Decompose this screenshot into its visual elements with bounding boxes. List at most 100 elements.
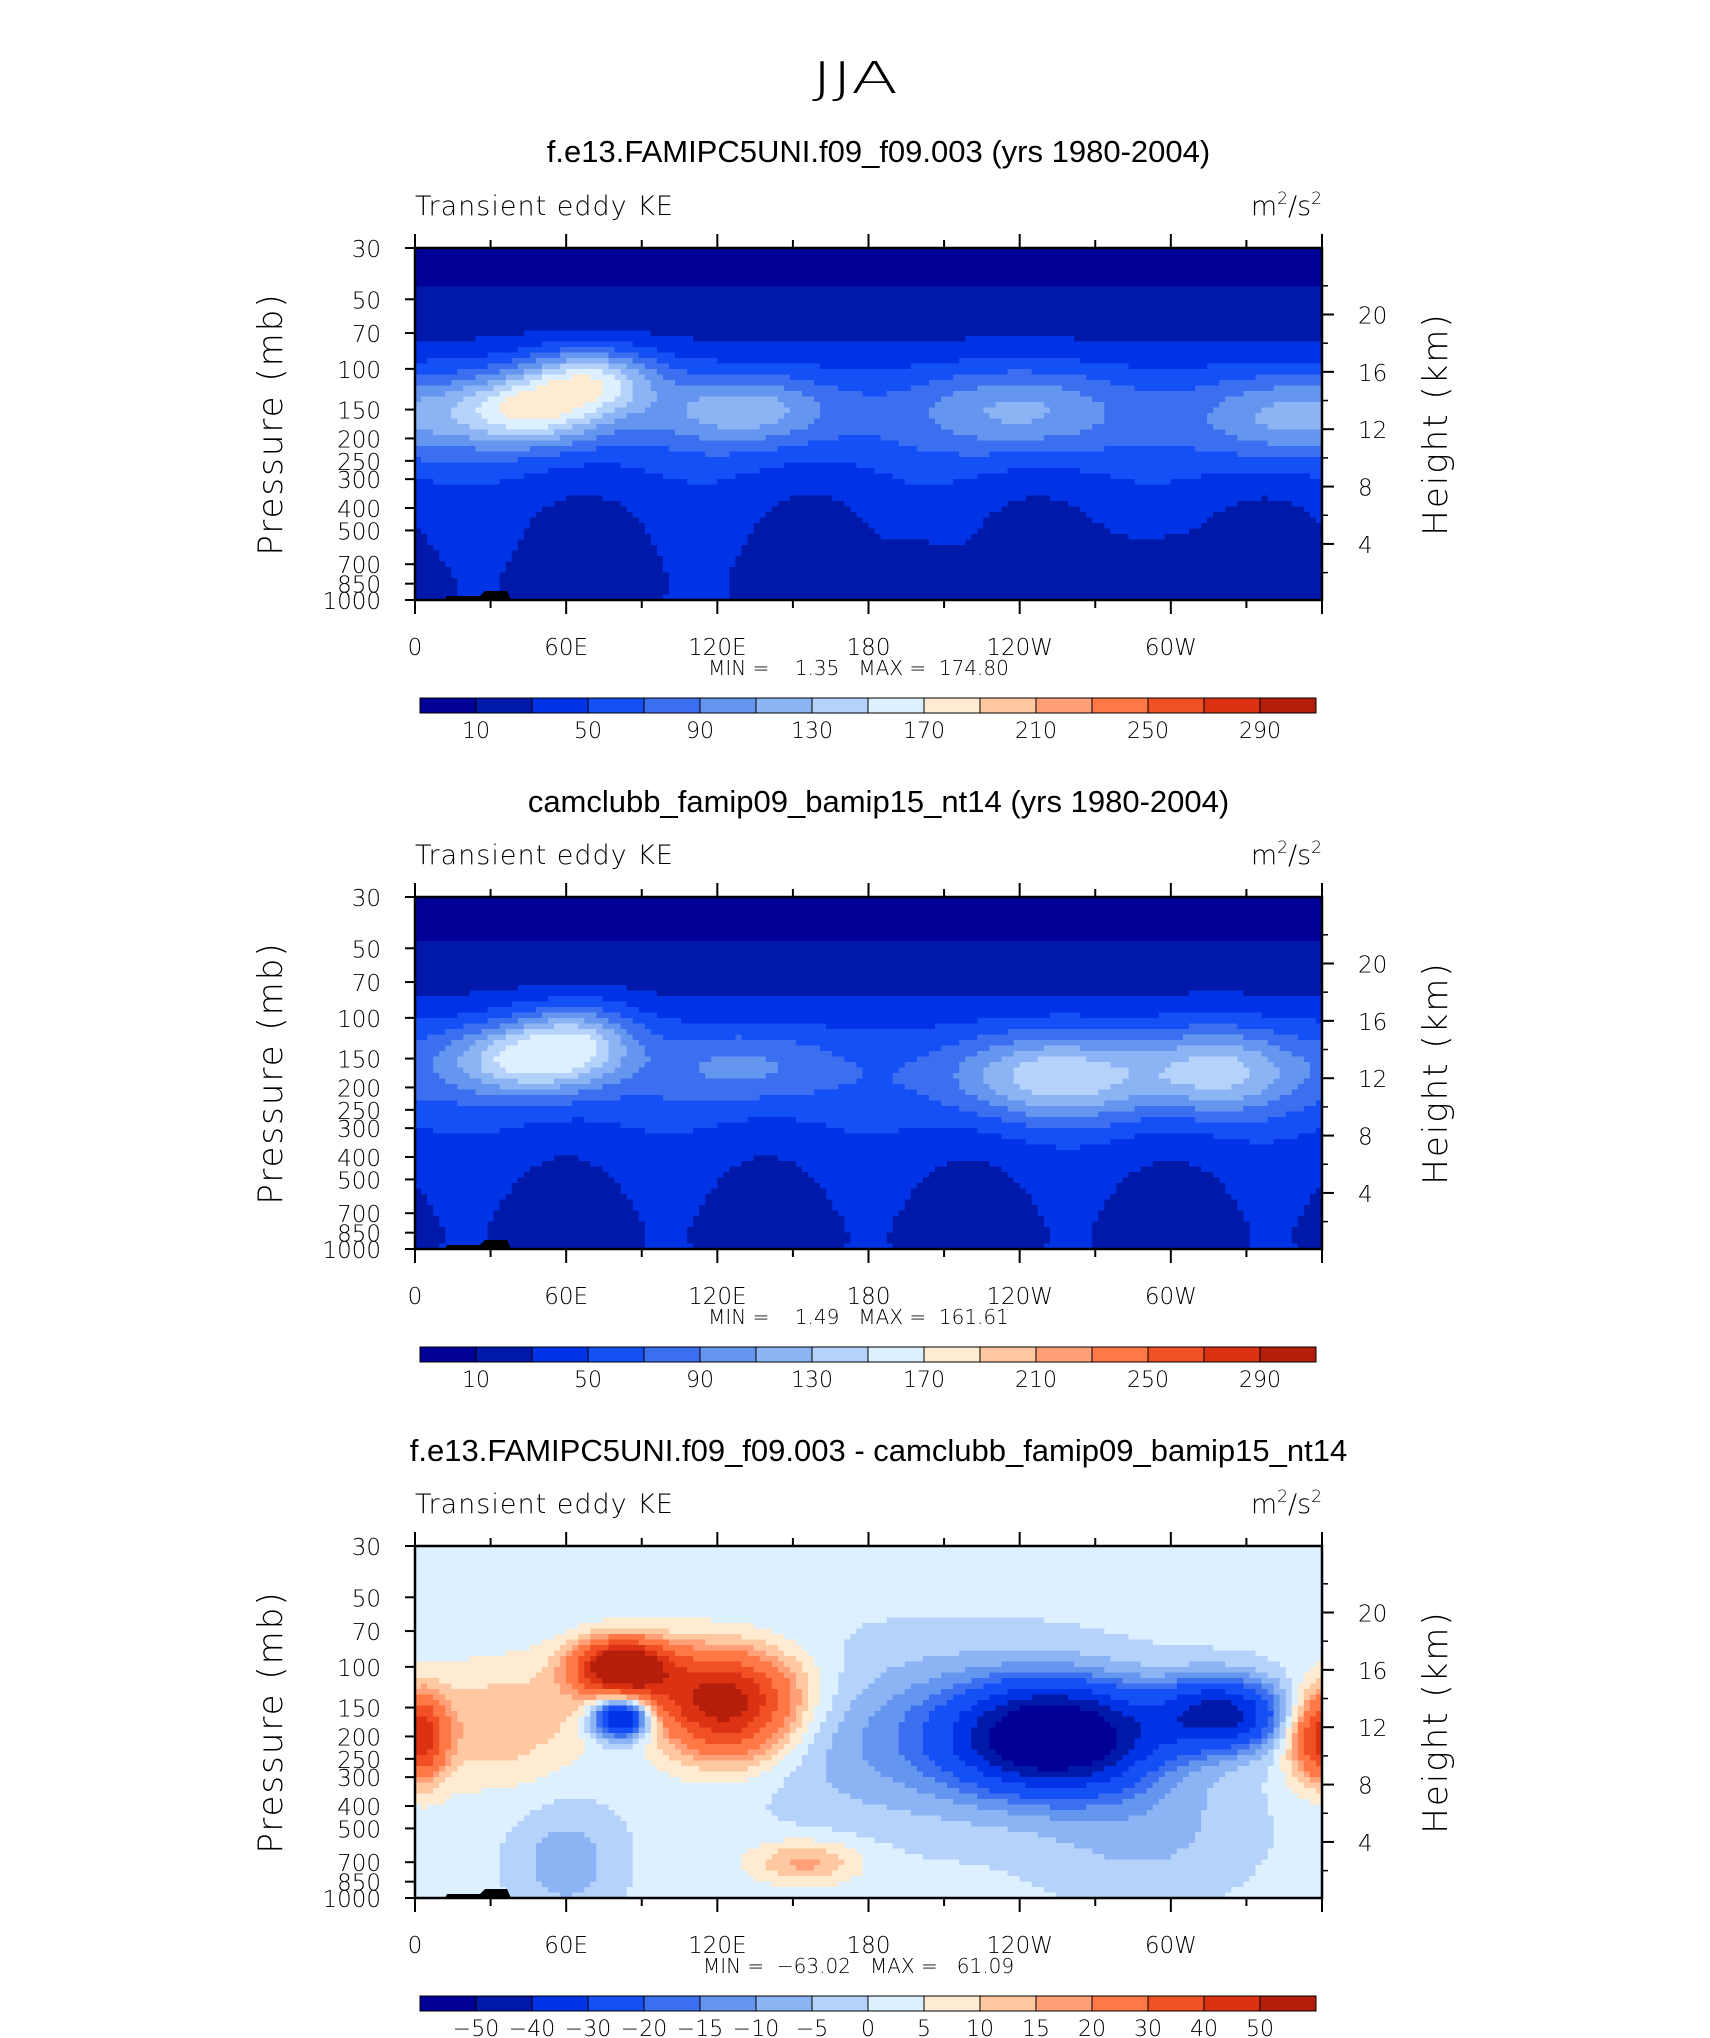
contour-cell (415, 330, 525, 337)
contour-cell (415, 996, 549, 1003)
colorbar-label: 290 (1239, 1368, 1281, 1393)
contour-cell (439, 1700, 452, 1707)
contour-cell (596, 1876, 634, 1883)
contour-cell (1116, 1760, 1136, 1767)
contour-cell (910, 363, 1130, 370)
contour-cell (584, 1700, 597, 1707)
contour-cell (705, 1073, 767, 1080)
contour-cell (1013, 1073, 1130, 1080)
contour-cell (1001, 1133, 1136, 1140)
contour-cell (602, 1023, 622, 1030)
contour-cell (1019, 1771, 1093, 1778)
contour-cell (862, 391, 888, 398)
contour-cell (971, 1738, 991, 1745)
contour-cell (499, 1859, 537, 1866)
contour-cell (445, 1777, 537, 1784)
contour-cell (668, 583, 731, 590)
contour-cell (415, 1084, 458, 1091)
contour-cell (415, 1122, 525, 1129)
colorbar-box (1203, 1346, 1261, 1363)
contour-cell (620, 391, 634, 398)
contour-cell (977, 1782, 1027, 1789)
contour-cell (487, 396, 507, 403)
contour-cell (415, 1870, 501, 1877)
contour-cell (656, 1766, 700, 1773)
contour-cell (1110, 380, 1220, 387)
contour-cell (1152, 1782, 1178, 1789)
contour-cell (1243, 1106, 1305, 1113)
contour-cell (1291, 1232, 1322, 1239)
contour-cell (415, 1562, 1322, 1569)
contour-cell (1273, 1815, 1322, 1822)
pressure-tick-label: 400 (337, 1795, 381, 1821)
contour-cell (596, 1705, 604, 1712)
contour-cell (572, 1892, 628, 1898)
contour-cell (608, 1727, 634, 1734)
contour-cell (560, 1661, 567, 1668)
contour-cell (989, 1760, 1015, 1767)
contour-cell (415, 341, 543, 348)
contour-cell (415, 985, 519, 992)
contour-cell (808, 1722, 821, 1729)
contour-cell (626, 1194, 706, 1201)
contour-cell (916, 1183, 1021, 1190)
contour-cell (1146, 1755, 1178, 1762)
contour-cell (415, 1238, 446, 1245)
contour-cell (941, 1689, 966, 1696)
contour-cell (941, 1815, 1051, 1822)
contour-cell (578, 1667, 585, 1674)
contour-cell (475, 1040, 495, 1047)
contour-cell (838, 1881, 1033, 1888)
contour-cell (1303, 1672, 1322, 1679)
contour-cell (439, 1744, 452, 1751)
contour-cell (1285, 1749, 1293, 1756)
colorbar-box (1203, 1995, 1261, 2012)
contour-cell (1273, 1821, 1322, 1828)
y-axis-label-left: Pressure (mb) (251, 292, 291, 555)
contour-cell (1086, 1804, 1154, 1811)
contour-cell (820, 1045, 942, 1052)
contour-cell (1080, 429, 1226, 436)
contour-cell (632, 1865, 743, 1872)
contour-cell (626, 1029, 652, 1036)
contour-cell (493, 1210, 640, 1217)
contour-cell (535, 1672, 555, 1679)
contour-cell (820, 1183, 918, 1190)
contour-cell (608, 1738, 634, 1745)
contour-cell (626, 1733, 634, 1740)
contour-cell (608, 1705, 628, 1712)
contour-cell (886, 1804, 978, 1811)
contour-cell (747, 1722, 767, 1729)
contour-cell (1025, 1100, 1105, 1107)
contour-cell (626, 1001, 1322, 1008)
contour-cell (1303, 1733, 1317, 1740)
contour-cell (439, 1221, 489, 1228)
contour-cell (1273, 1755, 1281, 1762)
contour-cell (650, 1700, 658, 1707)
contour-cell (481, 1051, 501, 1058)
contour-cell (415, 457, 422, 464)
contour-cell (620, 1188, 712, 1195)
contour-cell (499, 1128, 646, 1135)
contour-cell (983, 1755, 1003, 1762)
colorbar-box (643, 1346, 701, 1363)
contour-cell (1213, 512, 1311, 519)
contour-cell (632, 1727, 640, 1734)
contour-cell (753, 1716, 773, 1723)
contour-cell (1303, 1716, 1311, 1723)
contour-cell (971, 1678, 1003, 1685)
contour-cell (620, 1095, 664, 1102)
contour-cell (415, 462, 585, 469)
contour-cell (487, 1232, 646, 1239)
contour-cell (602, 1678, 664, 1685)
contour-cell (1279, 1760, 1293, 1767)
contour-cell (668, 1733, 694, 1740)
contour-cell (644, 1711, 652, 1718)
contour-cell (747, 1870, 779, 1877)
contour-cell (693, 1694, 749, 1701)
contour-cell (1267, 1084, 1299, 1091)
contour-cell (644, 363, 670, 370)
lon-tick-label: 180 (847, 635, 891, 661)
contour-cell (898, 1738, 924, 1745)
contour-cell (898, 1067, 960, 1074)
